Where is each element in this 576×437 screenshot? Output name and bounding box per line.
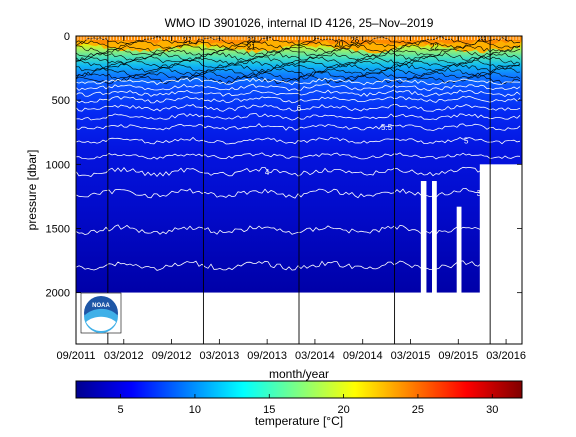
contour-label: 24 (478, 35, 487, 44)
x-tick-label: 09/2015 (438, 350, 478, 362)
data-gap (456, 206, 462, 344)
colorbar-tick-label: 5 (118, 404, 124, 416)
isotherm-9 (76, 77, 521, 86)
contour-label: 20 (334, 40, 343, 49)
year-marker-lines (107, 36, 491, 344)
x-tick-label: 09/2013 (247, 350, 287, 362)
surface-profile-marks (77, 36, 522, 40)
isotherm-shallow (76, 59, 521, 69)
isotherm-shallow (76, 71, 521, 81)
contour-label: 4 (265, 168, 270, 177)
isotherm-3.5 (76, 187, 521, 199)
x-tick-label: 03/2016 (486, 350, 526, 362)
contour-label: 21 (247, 42, 256, 51)
data-gap (420, 181, 427, 344)
isotherm-5 (76, 136, 521, 145)
noaa-logo-text: NOAA (92, 303, 110, 309)
contour-label: 27 (183, 36, 192, 45)
contour-label: 26 (350, 36, 359, 45)
colorbar-tick-label: 10 (189, 404, 201, 416)
colorbar-frame (75, 380, 523, 399)
noaa-wave-crest-icon (86, 316, 116, 331)
y-axis: 0 500 1000 1500 2000 (46, 31, 522, 300)
y-tick-label: 500 (52, 95, 70, 107)
isotherm-8 (76, 83, 521, 92)
contour-label: 2.5 (493, 262, 505, 271)
contour-label: 5.5 (381, 123, 393, 132)
x-tick-label: 03/2015 (391, 350, 431, 362)
plot-frame (75, 35, 523, 345)
isotherm-shallow (76, 67, 521, 77)
x-tick-label: 03/2014 (295, 350, 335, 362)
colorbar-label: temperature [°C] (255, 414, 343, 428)
isotherm-shallow (76, 47, 521, 58)
x-tick-label: 09/2014 (343, 350, 383, 362)
y-tick-label: 1500 (46, 224, 70, 236)
isotherm-contours (76, 36, 521, 271)
isotherm-4 (76, 166, 521, 178)
isotherm-shallow (76, 36, 521, 46)
isotherm-2.5 (76, 260, 521, 271)
data-gap (479, 164, 522, 344)
isotherm-7.5 (76, 89, 521, 97)
colorbar (76, 381, 522, 398)
x-axis: 09/2011 03/2012 09/2012 03/2013 09/2013 03/20… (57, 36, 526, 362)
x-axis-label: month/year (269, 367, 329, 381)
y-axis-label: pressure [dbar] (25, 150, 39, 231)
y-tick-label: 2000 (46, 288, 70, 300)
isotherm-5.5 (76, 123, 521, 132)
contour-label: 3.5 (477, 189, 489, 198)
contour-label: 6 (297, 104, 302, 113)
isotherm-3 (76, 224, 521, 236)
colorbar-tick-label: 25 (412, 404, 424, 416)
isotherm-4.5 (76, 152, 521, 160)
contour-label: 3 (432, 226, 437, 235)
contour-label: 23 (247, 36, 256, 45)
colorbar-tick-label: 30 (486, 404, 498, 416)
data-gap (432, 181, 437, 344)
contour-label: 5 (464, 137, 469, 146)
y-tick-label: 1000 (46, 159, 70, 171)
isotherm-shallow (76, 55, 521, 66)
x-tick-label: 03/2013 (199, 350, 239, 362)
contour-label: 22 (430, 42, 439, 51)
colorbar-tick-label: 20 (337, 404, 349, 416)
colorbar-tick-label: 15 (263, 404, 275, 416)
y-tick-label: 0 (64, 31, 70, 43)
isotherm-shallow (76, 63, 521, 73)
chart-title: WMO ID 3901026, internal ID 4126, 25–Nov… (165, 16, 434, 30)
colorbar-ticks: 5 10 15 20 25 30 (118, 394, 498, 416)
x-tick-label: 09/2011 (57, 350, 96, 362)
isotherm-6.5 (76, 104, 521, 112)
x-tick-label: 09/2012 (152, 350, 192, 362)
isotherm-6 (76, 112, 521, 121)
isotherm-shallow (76, 44, 521, 54)
x-tick-label: 03/2012 (104, 350, 144, 362)
isotherm-7 (76, 95, 521, 104)
noaa-logo: NOAA (80, 292, 122, 334)
isotherm-shallow (76, 40, 521, 50)
